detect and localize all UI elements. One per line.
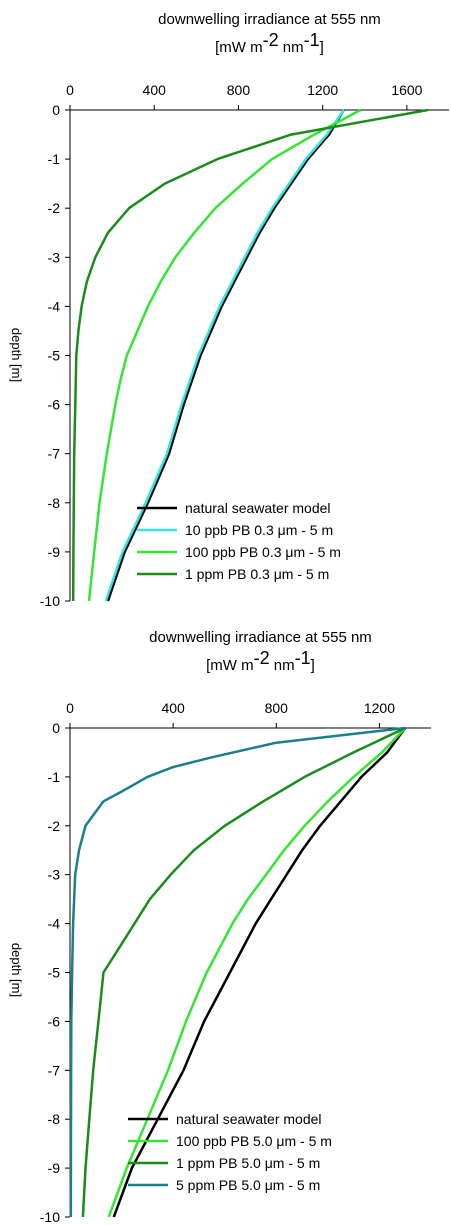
x-tick-label: 0 <box>66 82 74 98</box>
units-post: ] <box>311 657 315 674</box>
y-tick-label: -8 <box>48 495 61 511</box>
chart-title: downwelling irradiance at 555 nm <box>158 11 381 28</box>
y-tick-label: -3 <box>48 249 61 265</box>
y-tick-label: -1 <box>48 151 61 167</box>
x-tick-label: 0 <box>66 700 74 716</box>
chart-units: [mW m-2 nm-1] <box>215 30 324 56</box>
x-tick-label: 400 <box>143 82 167 98</box>
units-post: ] <box>320 39 324 56</box>
chart-units: [mW m-2 nm-1] <box>206 648 315 674</box>
series-line-4 <box>71 108 429 602</box>
y-tick-label: -5 <box>48 348 61 364</box>
series-line-3 <box>87 108 362 602</box>
units-sup2: -1 <box>295 648 311 668</box>
y-tick-label: -3 <box>48 867 61 883</box>
series-line-1 <box>106 109 345 602</box>
x-tick-label: 800 <box>265 700 289 716</box>
y-tick-label: -9 <box>48 544 61 560</box>
units-pre: [mW m <box>215 39 262 56</box>
y-tick-label: -6 <box>48 397 61 413</box>
series-line-4 <box>69 726 406 1218</box>
y-tick-label: -2 <box>48 200 61 216</box>
legend-label-3: 1 ppm PB 5.0 μm - 5 m <box>176 1155 320 1171</box>
y-tick-label: -1 <box>48 769 61 785</box>
x-tick-label: 400 <box>161 700 185 716</box>
y-tick-label: -4 <box>48 916 61 932</box>
units-pre: [mW m <box>206 657 253 674</box>
y-tick-label: -10 <box>40 1209 60 1225</box>
units-sup2: -1 <box>304 30 320 50</box>
legend: natural seawater model 100 ppb PB 5.0 μm … <box>128 1111 332 1193</box>
chart-bottom: downwelling irradiance at 555 nm [mW m-2 … <box>9 629 431 1225</box>
y-tick-label: -10 <box>40 593 60 609</box>
legend-label-3: 100 ppb PB 0.3 μm - 5 m <box>185 544 341 560</box>
series-line-1 <box>112 727 407 1218</box>
y-tick-label: -4 <box>48 298 61 314</box>
legend-label-1: natural seawater model <box>176 1111 322 1127</box>
x-tick-label: 800 <box>227 82 251 98</box>
y-tick-label: -6 <box>48 1013 61 1029</box>
x-tick-label: 1600 <box>391 82 422 98</box>
series-line-3 <box>81 726 406 1218</box>
y-tick-label: -7 <box>48 446 61 462</box>
chart-title: downwelling irradiance at 555 nm <box>149 629 372 646</box>
x-tick-label: 1200 <box>364 700 395 716</box>
legend-label-4: 1 ppm PB 0.3 μm - 5 m <box>185 566 329 582</box>
y-tick-label: -5 <box>48 965 61 981</box>
x-tick-label: 1200 <box>307 82 338 98</box>
series-line-2 <box>107 727 407 1218</box>
legend-label-1: natural seawater model <box>185 500 331 516</box>
legend-label-4: 5 ppm PB 5.0 μm - 5 m <box>176 1177 320 1193</box>
y-tick-label: -8 <box>48 1111 61 1127</box>
series-line-2 <box>104 109 345 602</box>
y-tick-label: -7 <box>48 1062 61 1078</box>
units-mid: nm <box>270 657 295 674</box>
units-mid: nm <box>279 39 304 56</box>
y-axis-label: depth [m] <box>9 328 24 382</box>
y-tick-label: -9 <box>48 1160 61 1176</box>
y-tick-label: -2 <box>48 818 61 834</box>
y-axis-label: depth [m] <box>9 943 24 997</box>
chart-top: downwelling irradiance at 555 nm [mW m-2 … <box>9 11 449 609</box>
units-sup1: -2 <box>263 30 279 50</box>
y-tick-label: 0 <box>52 720 60 736</box>
legend-label-2: 10 ppb PB 0.3 μm - 5 m <box>185 522 333 538</box>
units-sup1: -2 <box>254 648 270 668</box>
legend: natural seawater model 10 ppb PB 0.3 μm -… <box>137 500 341 582</box>
legend-label-2: 100 ppb PB 5.0 μm - 5 m <box>176 1133 332 1149</box>
y-tick-label: 0 <box>52 102 60 118</box>
